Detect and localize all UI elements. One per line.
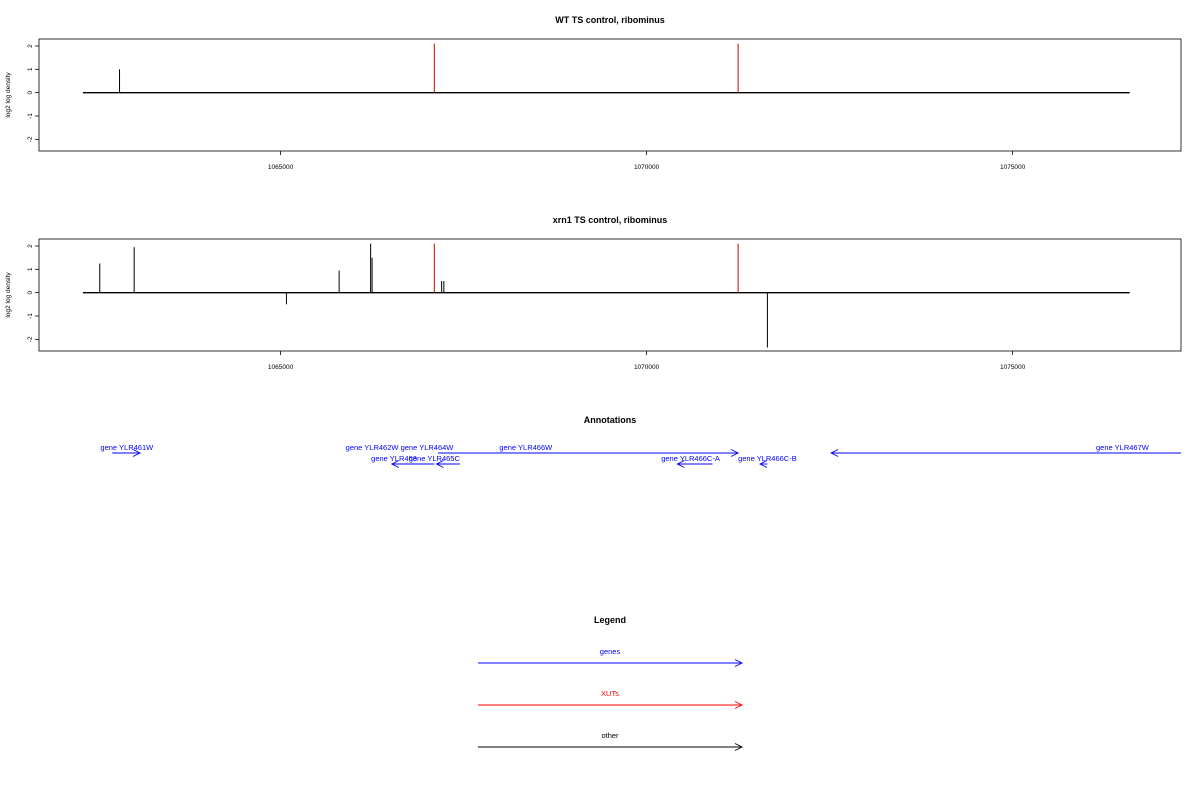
legend-title: Legend (594, 615, 626, 625)
gene-label: gene YLR466C-A (661, 454, 720, 463)
x-tick-label: 1075000 (1000, 164, 1026, 171)
gene-annotation: gene YLR463 (371, 454, 435, 468)
arrow-head (759, 460, 768, 468)
gene-annotation: gene YLR466W (437, 443, 740, 457)
gene-label: gene YLR462W (346, 443, 400, 452)
arrow-head (830, 449, 839, 457)
xrn1-panel-title: xrn1 TS control, ribominus (553, 215, 668, 225)
wt-density-marks (82, 43, 1130, 94)
legend-item: XUTs (478, 689, 744, 709)
y-tick-label: -1 (27, 113, 34, 119)
x-tick-label: 1070000 (634, 164, 660, 171)
xrn1-density-marks (82, 243, 1130, 348)
xrn1-y-axis: -2 -1 0 1 2 (27, 244, 39, 342)
y-tick-label: 0 (27, 290, 34, 294)
x-tick-label: 1065000 (268, 164, 294, 171)
legend-item: other (478, 731, 744, 751)
wt-plot-frame (38, 38, 1182, 152)
xrn1-y-axis-label: log2 log density (5, 272, 12, 318)
arrow-head (390, 460, 400, 468)
legend-item: genes (478, 647, 744, 667)
wt-y-axis-label: log2 log density (5, 72, 12, 118)
gene-label: gene YLR461W (100, 443, 154, 452)
gene-annotation: gene YLR464W (401, 443, 455, 452)
annotations-track: Annotations gene YLR461W gene YLR462W gene… (100, 415, 1181, 468)
gene-annotation: gene YLR466C-A (661, 454, 720, 468)
y-tick-label: 2 (27, 244, 34, 248)
legend-label: other (601, 731, 619, 740)
x-tick-label: 1070000 (634, 364, 660, 371)
arrow-head (435, 460, 444, 468)
gene-label: gene YLR463 (371, 454, 417, 463)
gene-annotation: gene YLR465C (409, 454, 461, 468)
gene-label: gene YLR467W (1096, 443, 1150, 452)
xrn1-density-panel: xrn1 TS control, ribominus log2 log dens… (5, 215, 1182, 371)
y-tick-label: 1 (27, 67, 34, 71)
legend: Legend genes XUTs other (478, 615, 744, 751)
y-tick-label: 2 (27, 44, 34, 48)
arrow-head (132, 449, 142, 457)
wt-density-panel: WT TS control, ribominus log2 log densit… (5, 15, 1182, 171)
arrow-head (734, 659, 744, 667)
gene-label: gene YLR465C (409, 454, 461, 463)
gene-label: gene YLR464W (401, 443, 455, 452)
arrow-head (676, 460, 685, 468)
legend-label: XUTs (601, 689, 619, 698)
wt-x-axis: 1065000 1070000 1075000 (268, 151, 1026, 171)
y-tick-label: -2 (27, 336, 34, 342)
gene-annotation: gene YLR461W (100, 443, 154, 457)
y-tick-label: -1 (27, 313, 34, 319)
y-tick-label: 0 (27, 90, 34, 94)
arrow-head (734, 701, 744, 709)
wt-y-axis: -2 -1 0 1 2 (27, 44, 39, 142)
x-tick-label: 1075000 (1000, 364, 1026, 371)
arrow-head (730, 449, 740, 457)
annotations-title: Annotations (584, 415, 637, 425)
gene-annotations: gene YLR461W gene YLR462W gene YLR464W gene… (100, 443, 1181, 468)
gene-annotation: gene YLR466C-B (738, 454, 797, 468)
gene-label: gene YLR466C-B (738, 454, 797, 463)
legend-label: genes (600, 647, 621, 656)
gene-label: gene YLR466W (499, 443, 553, 452)
xrn1-plot-frame (38, 238, 1182, 352)
wt-panel-title: WT TS control, ribominus (555, 15, 665, 25)
xrn1-x-axis: 1065000 1070000 1075000 (268, 351, 1026, 371)
y-tick-label: 1 (27, 267, 34, 271)
gene-annotation: gene YLR462W (346, 443, 400, 452)
arrow-head (734, 743, 744, 751)
x-tick-label: 1065000 (268, 364, 294, 371)
legend-items: genes XUTs other (478, 647, 744, 751)
y-tick-label: -2 (27, 136, 34, 142)
gene-annotation: gene YLR467W (830, 443, 1181, 457)
